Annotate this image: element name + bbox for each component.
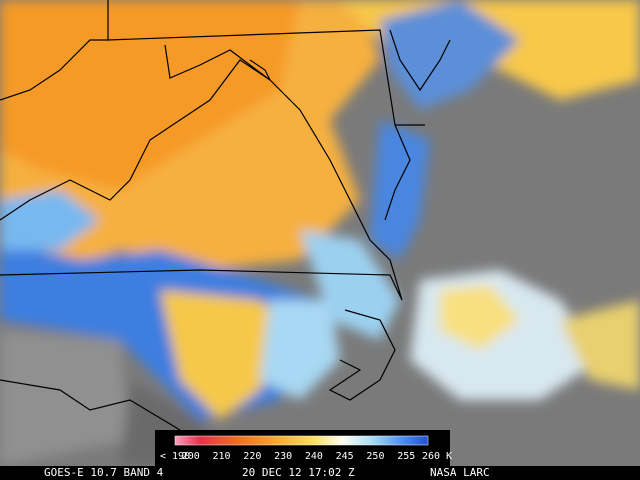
- footer-strip: [0, 466, 640, 480]
- cloud-field: [0, 0, 640, 466]
- colorbar-label: < 190: [160, 451, 190, 462]
- colorbar-label: 240: [305, 451, 323, 462]
- colorbar-label: 230: [274, 451, 292, 462]
- colorbar-label: 250: [366, 451, 384, 462]
- satellite-label: GOES-E 10.7 BAND 4: [44, 466, 164, 479]
- colorbar-label: 260 K: [422, 451, 452, 462]
- colorbar-gradient: [174, 435, 429, 446]
- colorbar-label: 245: [336, 451, 354, 462]
- source-label: NASA LARC: [430, 466, 490, 479]
- colorbar-label: 255: [397, 451, 415, 462]
- time-label: 20 DEC 12 17:02 Z: [242, 466, 355, 479]
- colorbar-label: 210: [213, 451, 231, 462]
- state-borders: [0, 0, 451, 431]
- colorbar-label: 220: [243, 451, 261, 462]
- colorbar-label: 200: [182, 451, 200, 462]
